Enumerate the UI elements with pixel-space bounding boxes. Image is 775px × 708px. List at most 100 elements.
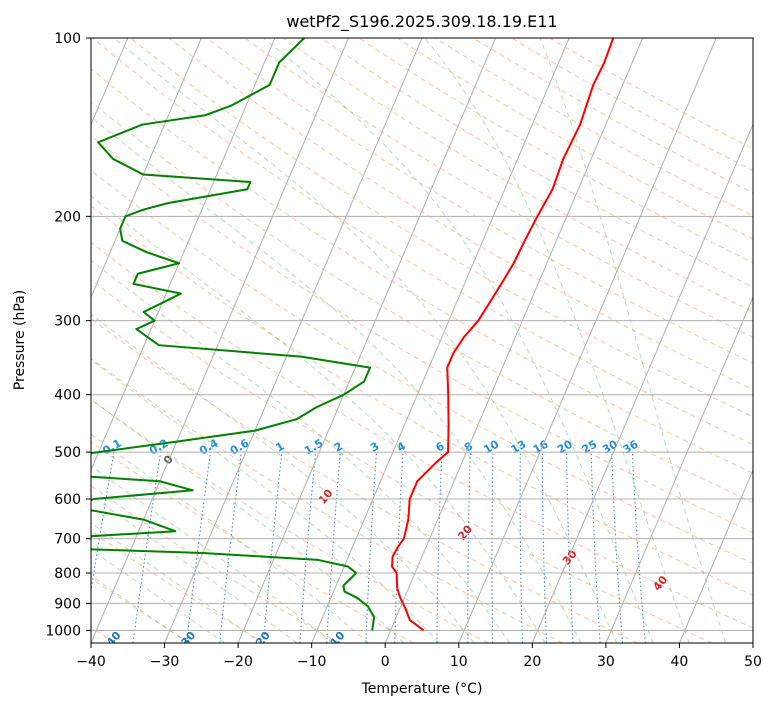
isotherm-line [458, 38, 717, 643]
mixing-ratio-line [219, 452, 242, 643]
isotherm-line [678, 468, 753, 643]
moist-adiabat-line [91, 465, 333, 643]
dry-adiabats [91, 38, 753, 643]
mixing-ratio-line [519, 452, 523, 643]
moist-adiabat-line [539, 38, 727, 643]
moist-adiabat-line [91, 398, 404, 643]
mixing-ratio-label: 20 [555, 437, 575, 456]
dry-adiabat-line [91, 68, 753, 474]
x-tick-label: 10 [450, 654, 468, 670]
dry-adiabat-line [244, 38, 753, 338]
dry-adiabat-line [91, 241, 753, 629]
mixing-ratio-line [186, 452, 212, 643]
x-tick-label: 30 [597, 654, 615, 670]
moist-adiabat-label: 30 [560, 547, 580, 567]
y-tick-label: 100 [54, 31, 81, 47]
y-tick-label: 600 [54, 492, 81, 508]
y-tick-label: 900 [54, 596, 81, 612]
moist-adiabat-line [91, 494, 298, 643]
isotherm-line [91, 38, 276, 472]
x-tick-label: −30 [150, 654, 180, 670]
moist-adiabat-line [424, 38, 690, 643]
moist-adiabat-label: 40 [651, 573, 671, 593]
y-tick-label: 700 [54, 532, 81, 548]
mixing-ratio-line [491, 452, 494, 643]
dry-adiabat-line [91, 205, 753, 596]
x-tick-label: 20 [523, 654, 541, 670]
dry-adiabat-line [473, 38, 753, 194]
isotherm-line [164, 38, 423, 643]
y-tick-label: 400 [54, 388, 81, 404]
moist-adiabat-label: 20 [455, 522, 475, 542]
moist-adiabat-line [91, 259, 511, 643]
pressure-gridlines [91, 38, 753, 631]
mixing-ratio-line [365, 452, 377, 643]
skewed-isotherms [91, 38, 753, 643]
dry-adiabat-line [206, 38, 753, 364]
dry-adiabat-label: -10 [325, 629, 348, 653]
y-tick-label: 800 [54, 566, 81, 582]
mixing-ratio-line [611, 452, 624, 643]
dry-adiabat-line [435, 38, 753, 217]
moist-adiabat-line [91, 116, 582, 643]
dry-adiabat-line [511, 38, 753, 172]
plot-frame [90, 37, 754, 644]
isotherm-line [531, 123, 753, 643]
mixing-ratio-label: 13 [509, 438, 529, 457]
moist-adiabat-line [91, 195, 546, 643]
moist-adiabat-label: 10 [316, 486, 336, 506]
x-tick-label: 50 [744, 654, 762, 670]
moist-adiabat-line [91, 574, 189, 643]
isotherm-line [384, 38, 644, 643]
dry-adiabat-line [91, 485, 340, 643]
plot-area: -100-90-80-70-60-50-40-30-20-10010203040… [91, 38, 753, 653]
mixing-ratio-lines [91, 452, 646, 643]
dry-adiabat-line [282, 38, 753, 313]
y-axis-label: Pressure (hPa) [12, 290, 28, 390]
dry-adiabat-label: -30 [176, 629, 199, 653]
mixing-ratio-line [299, 452, 317, 643]
dry-adiabat-line [91, 135, 753, 534]
dry-adiabat-line [91, 279, 713, 643]
x-axis: −40 −30 −20 −10 0 10 20 30 40 50 [76, 643, 762, 670]
dry-adiabat-line [91, 441, 414, 643]
dry-adiabat-label: -20 [250, 629, 273, 653]
mixing-ratio-label: 16 [531, 437, 551, 456]
dry-adiabat-line [91, 398, 489, 643]
isotherm-line [91, 38, 202, 299]
dry-adiabat-line [92, 38, 753, 446]
mixing-ratio-line [436, 452, 443, 643]
mixing-ratio-line [566, 452, 574, 643]
temperature-profile [391, 38, 615, 632]
dry-adiabat-line [549, 38, 753, 150]
moist-adiabat-line [91, 522, 262, 643]
dry-adiabat-label: -40 [101, 629, 124, 653]
dry-adiabat-line [91, 357, 563, 643]
moist-adiabats [91, 38, 727, 643]
y-tick-label: 1000 [45, 623, 81, 639]
mixing-ratio-label: 10 [481, 437, 501, 456]
moist-adiabat-line [113, 38, 618, 643]
y-tick-label: 200 [54, 209, 81, 225]
y-axis: 100 200 300 400 500 600 700 800 900 1000 [45, 31, 91, 639]
moist-adiabat-line [91, 359, 440, 643]
x-axis-label: Temperature (°C) [361, 681, 483, 697]
x-tick-label: 0 [381, 654, 390, 670]
moist-adiabat-line [91, 313, 475, 643]
isotherm-line [91, 38, 349, 643]
dry-adiabat-line [168, 38, 753, 391]
mixing-ratio-line [590, 452, 601, 643]
mixing-ratio-label: 30 [600, 437, 620, 456]
y-tick-label: 500 [54, 445, 81, 461]
isotherm-line [605, 296, 753, 643]
dry-adiabat-line [320, 38, 753, 288]
dry-adiabat-line [91, 169, 753, 565]
isoline-labels: -100-90-80-70-60-50-40-30-20-10010203040… [100, 436, 671, 653]
humidity-profile [91, 38, 376, 631]
mixing-ratio-line [132, 452, 162, 643]
mixing-ratio-line [467, 452, 471, 643]
dry-adiabat-line [130, 38, 753, 418]
moist-adiabat-line [263, 38, 654, 643]
x-tick-label: −40 [76, 654, 106, 670]
